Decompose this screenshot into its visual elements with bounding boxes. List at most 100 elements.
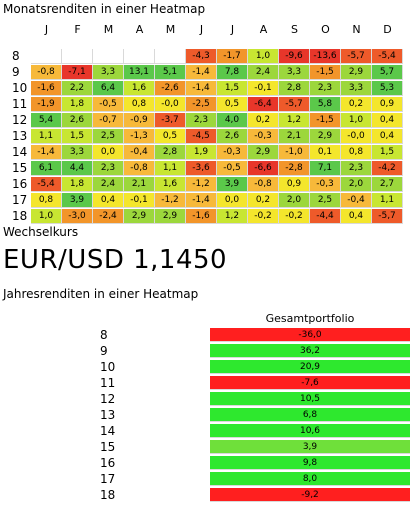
heatmap-cell: -4,2 (372, 161, 403, 176)
heatmap-cell: 5,1 (155, 65, 186, 80)
month-header: M (165, 23, 176, 36)
heatmap-cell: -1,5 (310, 65, 341, 80)
heatmap-cell: 2,5 (310, 193, 341, 208)
annual-heatmap-cell: -7,6 (210, 376, 410, 390)
heatmap-cell: -1,7 (217, 49, 248, 64)
heatmap-cell: 2,8 (155, 145, 186, 160)
heatmap-cell: 4,4 (62, 161, 93, 176)
annual-year-label: 8 (100, 328, 108, 342)
heatmap-cell: 13,1 (124, 65, 155, 80)
heatmap-cell: -13,6 (310, 49, 341, 64)
heatmap-cell: 6,1 (31, 161, 62, 176)
heatmap-cell: -4,3 (186, 49, 217, 64)
month-header: J (230, 23, 235, 36)
heatmap-cell: 2,6 (217, 129, 248, 144)
heatmap-cell (93, 49, 124, 64)
annual-year-label: 10 (100, 360, 116, 374)
year-row-label: 14 (12, 145, 28, 159)
heatmap-cell: 0,9 (372, 97, 403, 112)
heatmap-cell: -0,7 (93, 113, 124, 128)
heatmap-cell: 3,9 (62, 193, 93, 208)
heatmap-cell: 1,1 (372, 193, 403, 208)
heatmap-cell: -5,7 (372, 209, 403, 224)
heatmap-cell: -0,8 (31, 65, 62, 80)
heatmap-cell: -6,6 (248, 161, 279, 176)
heatmap-cell: -0,8 (248, 177, 279, 192)
heatmap-cell: -5,7 (279, 97, 310, 112)
heatmap-cell: 1,6 (155, 177, 186, 192)
heatmap-cell: 2,7 (372, 177, 403, 192)
year-row-label: 13 (12, 129, 28, 143)
heatmap-cell: -4,5 (186, 129, 217, 144)
heatmap-cell: -1,4 (186, 81, 217, 96)
heatmap-cell: 0,5 (155, 129, 186, 144)
heatmap-cell: -1,4 (186, 65, 217, 80)
heatmap-cell: 1,0 (341, 113, 372, 128)
heatmap-cell: 2,3 (341, 161, 372, 176)
heatmap-cell: 2,3 (186, 113, 217, 128)
heatmap-cell: 1,9 (186, 145, 217, 160)
month-header: D (383, 23, 392, 36)
annual-heatmap-cell: 20,9 (210, 360, 410, 374)
annual-heatmap-cell: 10,6 (210, 424, 410, 438)
heatmap-cell: -5,7 (341, 49, 372, 64)
annual-heatmap-cell: 9,8 (210, 456, 410, 470)
heatmap-cell: -0,4 (341, 193, 372, 208)
annual-year-label: 12 (100, 392, 116, 406)
month-header: J (44, 23, 49, 36)
heatmap-cell: -1,9 (31, 97, 62, 112)
heatmap-cell: 3,3 (341, 81, 372, 96)
heatmap-cell: 3,3 (62, 145, 93, 160)
annual-year-label: 15 (100, 440, 116, 454)
heatmap-cell: 1,0 (248, 49, 279, 64)
heatmap-cell: 2,5 (93, 129, 124, 144)
month-header: O (321, 23, 330, 36)
heatmap-cell: 1,2 (279, 113, 310, 128)
heatmap-cell: 1,5 (62, 129, 93, 144)
heatmap-cell: 2,4 (93, 177, 124, 192)
heatmap-cell: 0,8 (124, 97, 155, 112)
heatmap-cell: 5,3 (372, 81, 403, 96)
heatmap-cell: -0,9 (124, 113, 155, 128)
heatmap-cell: -7,1 (62, 65, 93, 80)
heatmap-cell: -4,4 (310, 209, 341, 224)
year-row-label: 17 (12, 193, 28, 207)
year-row-label: 9 (12, 65, 20, 79)
heatmap-cell: -0,8 (124, 161, 155, 176)
heatmap-cell: -0,5 (217, 161, 248, 176)
heatmap-cell: 2,9 (310, 129, 341, 144)
heatmap-cell: -5,4 (31, 177, 62, 192)
heatmap-cell: -5,4 (372, 49, 403, 64)
heatmap-cell: 1,6 (124, 81, 155, 96)
heatmap-cell: 5,7 (372, 65, 403, 80)
heatmap-cell: 3,9 (217, 177, 248, 192)
heatmap-cell: -1,5 (310, 113, 341, 128)
heatmap-cell: -1,2 (186, 177, 217, 192)
heatmap-cell: 0,2 (248, 113, 279, 128)
heatmap-cell: 0,0 (217, 193, 248, 208)
heatmap-cell: 0,8 (31, 193, 62, 208)
annual-heatmap-cell: 10,5 (210, 392, 410, 406)
heatmap-cell: -2,5 (186, 97, 217, 112)
heatmap-cell: -0,0 (341, 129, 372, 144)
heatmap-cell: 0,5 (217, 97, 248, 112)
heatmap-cell: 5,8 (310, 97, 341, 112)
heatmap-cell: -3,0 (62, 209, 93, 224)
heatmap-cell: 0,4 (372, 129, 403, 144)
heatmap-cell: -1,6 (31, 81, 62, 96)
year-row-label: 18 (12, 209, 28, 223)
heatmap-cell: -3,7 (155, 113, 186, 128)
heatmap-cell: 0,4 (372, 113, 403, 128)
year-row-label: 15 (12, 161, 28, 175)
heatmap-cell: -0,1 (248, 81, 279, 96)
heatmap-cell: -2,8 (279, 161, 310, 176)
annual-year-label: 16 (100, 456, 116, 470)
month-header: S (291, 23, 298, 36)
heatmap-cell: -2,6 (155, 81, 186, 96)
annual-year-label: 18 (100, 488, 116, 502)
annual-year-label: 11 (100, 376, 116, 390)
heatmap-cell: -3,6 (186, 161, 217, 176)
month-header: J (199, 23, 204, 36)
annual-heatmap-cell: 6,8 (210, 408, 410, 422)
heatmap-cell: 5,4 (31, 113, 62, 128)
